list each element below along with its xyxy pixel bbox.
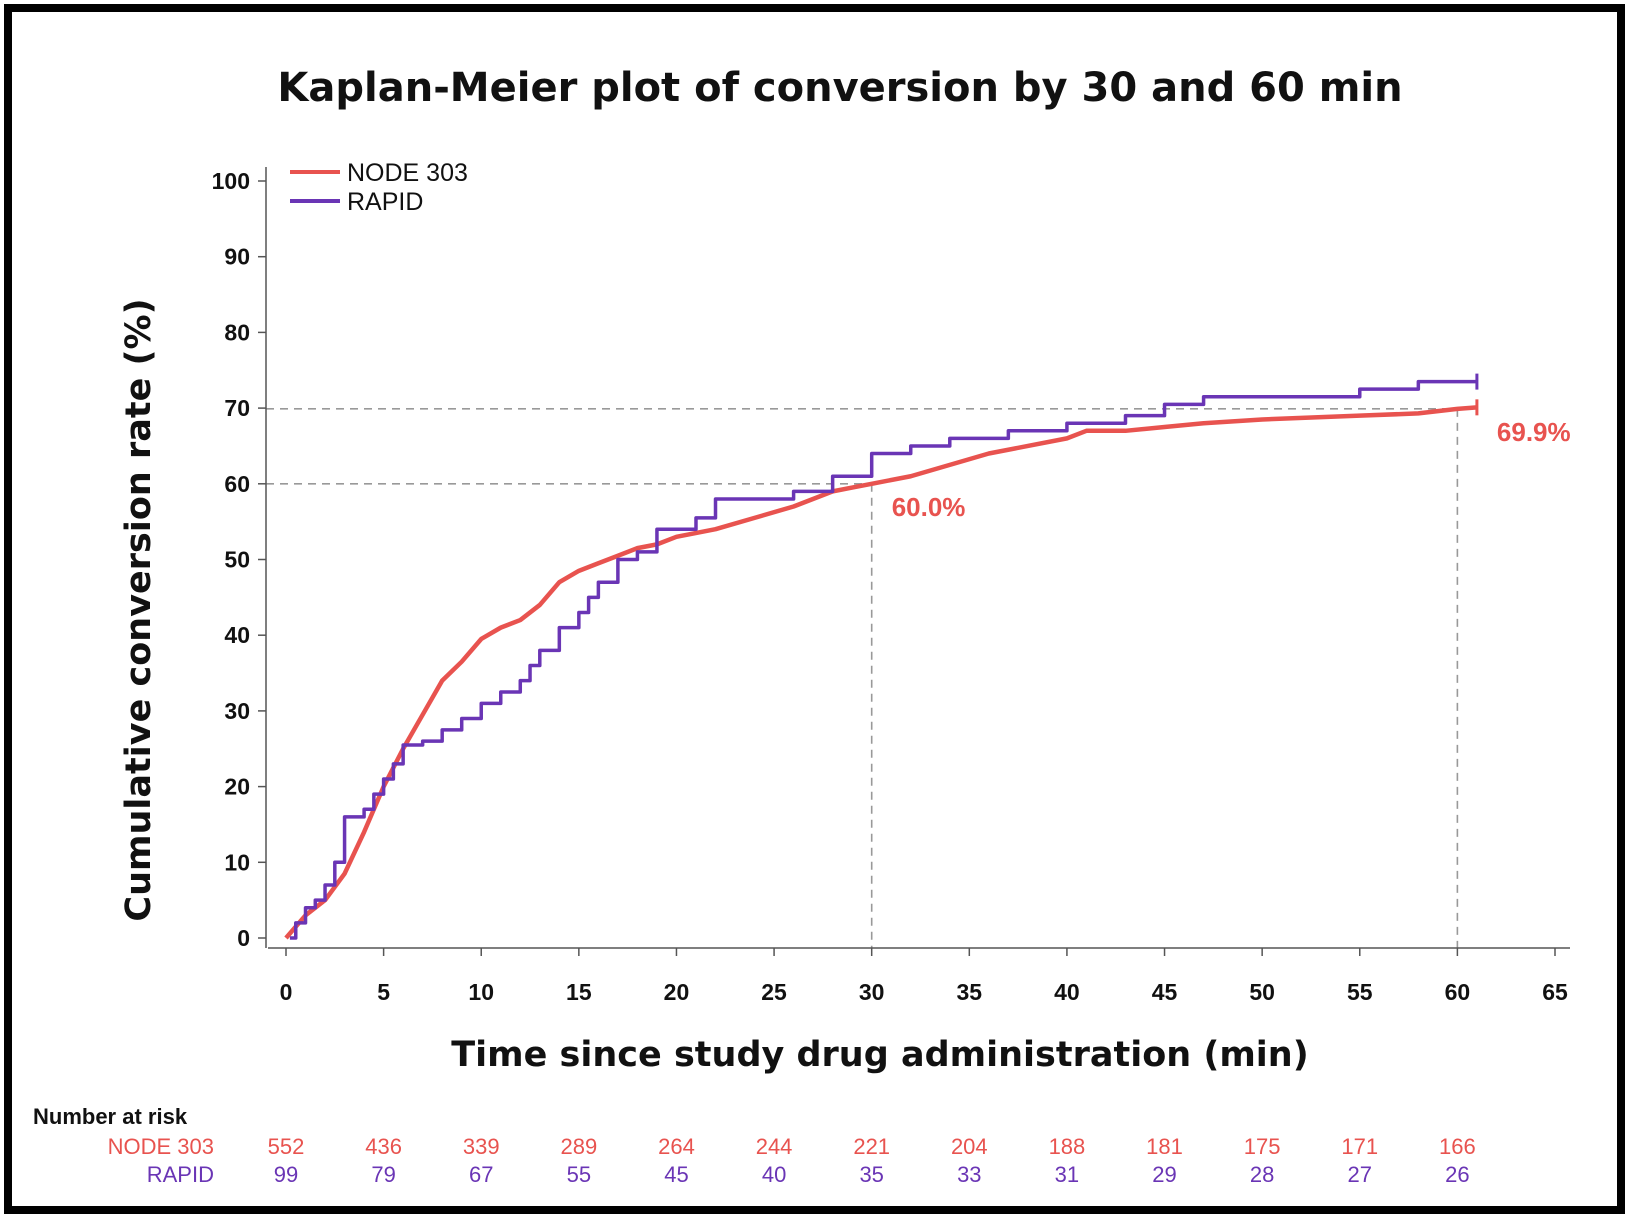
- risk-value: 166: [1439, 1134, 1476, 1159]
- risk-value: 28: [1250, 1162, 1274, 1187]
- risk-value: 99: [274, 1162, 298, 1187]
- x-tick-label: 45: [1152, 979, 1178, 1005]
- x-tick-label: 30: [859, 979, 885, 1005]
- risk-table-heading: Number at risk: [33, 1104, 188, 1129]
- y-tick-label: 70: [224, 395, 250, 421]
- y-tick-label: 0: [237, 925, 250, 951]
- annotations: 60.0% 69.9%: [892, 417, 1571, 522]
- survival-curves: [284, 373, 1479, 940]
- risk-value: 436: [365, 1134, 402, 1159]
- y-axis-title: Cumulative conversion rate (%): [119, 298, 159, 921]
- risk-value: 175: [1244, 1134, 1281, 1159]
- x-tick-label: 0: [280, 979, 293, 1005]
- figure-frame: [4, 4, 1625, 1214]
- risk-value: 33: [957, 1162, 981, 1187]
- y-tick-label: 20: [224, 774, 250, 800]
- x-tick-label: 5: [377, 979, 390, 1005]
- x-tick-label: 20: [664, 979, 690, 1005]
- x-tick-label: 40: [1054, 979, 1080, 1005]
- risk-row-label-rapid: RAPID: [147, 1162, 214, 1187]
- x-tick-label: 10: [468, 979, 494, 1005]
- y-tick-label: 100: [212, 168, 250, 194]
- chart-title: Kaplan-Meier plot of conversion by 30 an…: [277, 65, 1402, 111]
- y-tick-label: 90: [224, 244, 250, 270]
- risk-table: Number at risk NODE 303 RAPID 552 436 339 2…: [33, 1104, 1476, 1187]
- risk-value: 188: [1049, 1134, 1086, 1159]
- x-tick-label: 35: [957, 979, 983, 1005]
- risk-value: 244: [756, 1134, 793, 1159]
- x-ticks: 0 5 10 15 20 25 30 35 40 45 50 55 60 65: [280, 948, 1568, 1005]
- risk-value: 79: [371, 1162, 395, 1187]
- risk-value: 27: [1348, 1162, 1372, 1187]
- risk-value: 40: [762, 1162, 786, 1187]
- risk-row-label-node303: NODE 303: [108, 1134, 214, 1159]
- x-tick-label: 50: [1249, 979, 1275, 1005]
- risk-value: 171: [1341, 1134, 1378, 1159]
- risk-value: 204: [951, 1134, 988, 1159]
- risk-value: 35: [859, 1162, 883, 1187]
- annotation-label: 69.9%: [1497, 417, 1571, 447]
- x-tick-label: 15: [566, 979, 592, 1005]
- y-tick-label: 10: [224, 849, 250, 875]
- x-tick-label: 65: [1542, 979, 1568, 1005]
- curve-node303: [284, 405, 1478, 940]
- risk-value: 264: [658, 1134, 695, 1159]
- legend-label-node303: NODE 303: [347, 159, 468, 187]
- y-tick-label: 60: [224, 471, 250, 497]
- legend: NODE 303 RAPID: [290, 159, 468, 216]
- risk-values: 552 436 339 289 264 244 221 204 188 181 175 171 166 9…: [268, 1134, 1476, 1187]
- reference-lines: [266, 408, 1459, 948]
- y-ticks: 0 10 20 30 40 50 60 70 80 90 100: [212, 168, 266, 951]
- y-tick-label: 30: [224, 698, 250, 724]
- risk-value: 181: [1146, 1134, 1183, 1159]
- legend-label-rapid: RAPID: [347, 188, 423, 216]
- y-tick-label: 40: [224, 622, 250, 648]
- risk-value: 552: [268, 1134, 305, 1159]
- risk-value: 45: [664, 1162, 688, 1187]
- risk-value: 67: [469, 1162, 493, 1187]
- risk-value: 26: [1445, 1162, 1469, 1187]
- risk-value: 31: [1055, 1162, 1079, 1187]
- x-axis-title: Time since study drug administration (mi…: [451, 1035, 1308, 1075]
- y-tick-label: 80: [224, 319, 250, 345]
- x-tick-label: 60: [1445, 979, 1471, 1005]
- risk-value: 55: [567, 1162, 591, 1187]
- x-tick-label: 25: [761, 979, 787, 1005]
- risk-value: 221: [853, 1134, 890, 1159]
- risk-value: 29: [1152, 1162, 1176, 1187]
- risk-value: 289: [560, 1134, 597, 1159]
- risk-value: 339: [463, 1134, 500, 1159]
- x-tick-label: 55: [1347, 979, 1373, 1005]
- y-tick-label: 50: [224, 547, 250, 573]
- annotation-label: 60.0%: [892, 492, 966, 522]
- curve-rapid: [289, 379, 1477, 940]
